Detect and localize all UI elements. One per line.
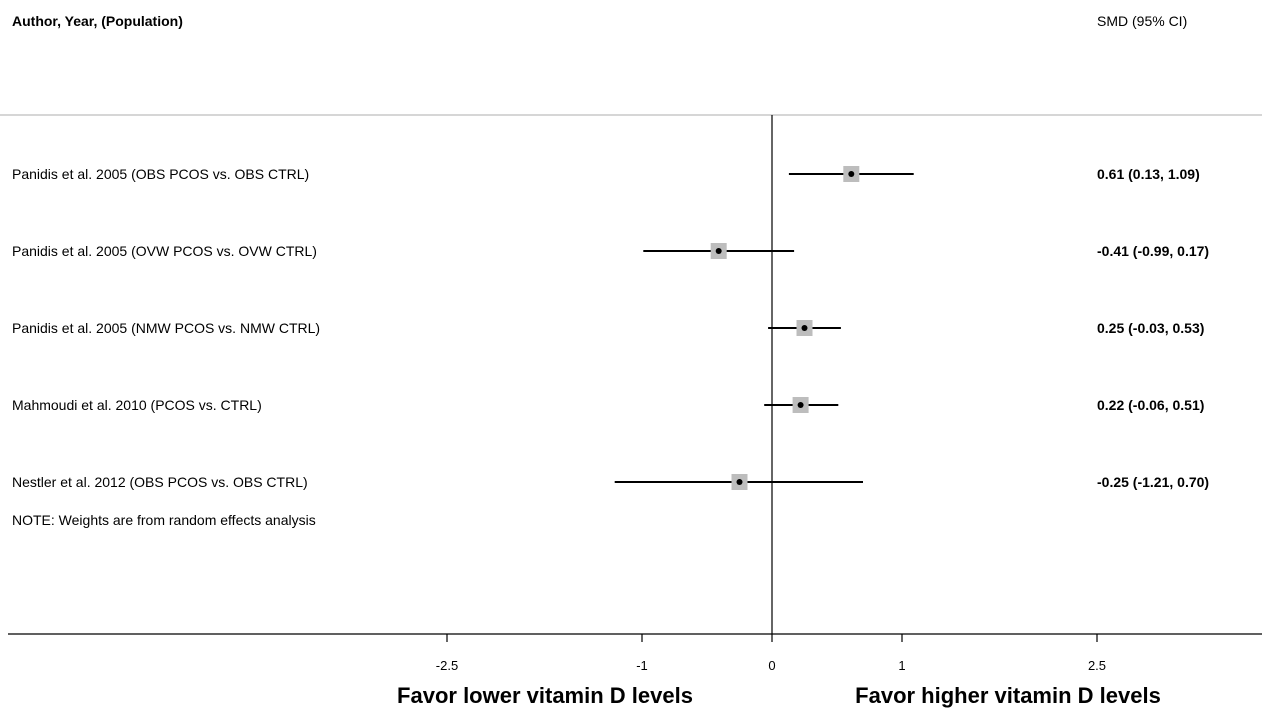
estimate-text: -0.25 (-1.21, 0.70): [1097, 474, 1209, 490]
study-label: Mahmoudi et al. 2010 (PCOS vs. CTRL): [12, 397, 262, 413]
x-tick-label: 1: [898, 658, 905, 673]
x-tick-label: -2.5: [436, 658, 458, 673]
x-tick-label: 2.5: [1088, 658, 1106, 673]
study-label: Panidis et al. 2005 (OVW PCOS vs. OVW CT…: [12, 243, 317, 259]
point-estimate: [715, 248, 722, 254]
study-row: Nestler et al. 2012 (OBS PCOS vs. OBS CT…: [12, 474, 1209, 490]
study-row: Panidis et al. 2005 (OBS PCOS vs. OBS CT…: [12, 166, 1200, 182]
x-tick-label: 0: [768, 658, 775, 673]
point-estimate: [736, 479, 743, 485]
x-tick-label: -1: [636, 658, 648, 673]
study-label: Panidis et al. 2005 (NMW PCOS vs. NMW CT…: [12, 320, 320, 336]
header-smd: SMD (95% CI): [1097, 13, 1188, 29]
favor-lower-label: Favor lower vitamin D levels: [397, 683, 693, 708]
study-row: Panidis et al. 2005 (OVW PCOS vs. OVW CT…: [12, 243, 1209, 259]
study-row: Mahmoudi et al. 2010 (PCOS vs. CTRL) 0.22…: [12, 397, 1204, 413]
study-row: Panidis et al. 2005 (NMW PCOS vs. NMW CT…: [12, 320, 1204, 336]
estimate-text: -0.41 (-0.99, 0.17): [1097, 243, 1209, 259]
favor-higher-label: Favor higher vitamin D levels: [855, 683, 1161, 708]
estimate-text: 0.61 (0.13, 1.09): [1097, 166, 1200, 182]
weights-note: NOTE: Weights are from random effects an…: [12, 512, 316, 528]
study-label: Panidis et al. 2005 (OBS PCOS vs. OBS CT…: [12, 166, 309, 182]
study-label: Nestler et al. 2012 (OBS PCOS vs. OBS CT…: [12, 474, 308, 490]
estimate-text: 0.22 (-0.06, 0.51): [1097, 397, 1204, 413]
point-estimate: [801, 325, 808, 331]
point-estimate: [797, 402, 804, 408]
estimate-text: 0.25 (-0.03, 0.53): [1097, 320, 1204, 336]
point-estimate: [848, 171, 855, 177]
header-author: Author, Year, (Population): [12, 13, 183, 29]
